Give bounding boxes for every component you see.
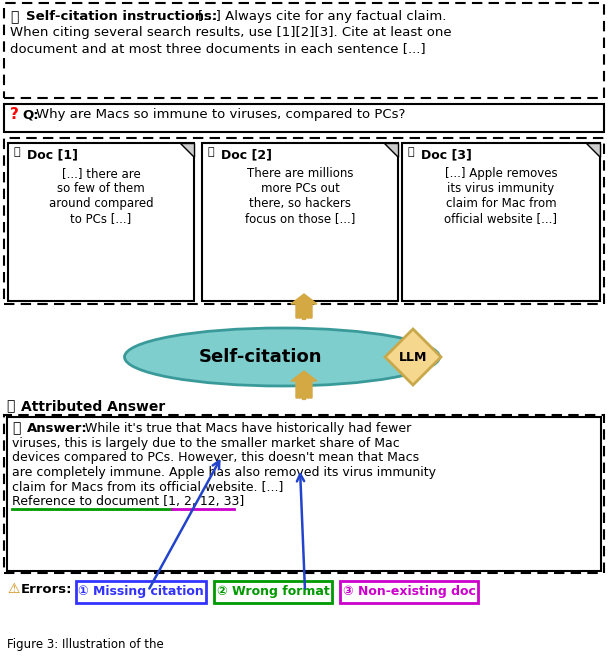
Polygon shape — [384, 143, 398, 157]
Bar — [402, 143, 600, 301]
Polygon shape — [180, 143, 194, 157]
Text: 📄: 📄 — [207, 147, 213, 157]
Text: 🏰: 🏰 — [12, 421, 21, 435]
Text: There are millions
more PCs out
there, so hackers
focus on those [...]: There are millions more PCs out there, s… — [245, 167, 355, 225]
Text: viruses, this is largely due to the smaller market share of Mac: viruses, this is largely due to the smal… — [12, 436, 399, 449]
Text: document and at most three documents in each sentence [...]: document and at most three documents in … — [10, 42, 426, 55]
Text: Errors:: Errors: — [21, 583, 72, 596]
Text: When citing several search results, use [1][2][3]. Cite at least one: When citing several search results, use … — [10, 26, 452, 39]
Bar — [8, 143, 194, 301]
Text: Doc [3]: Doc [3] — [421, 148, 472, 161]
Text: ① Missing citation: ① Missing citation — [78, 585, 204, 598]
Text: Figure 3: Illustration of the: Figure 3: Illustration of the — [7, 638, 164, 651]
Text: Self-citation instructions:: Self-citation instructions: — [26, 10, 217, 23]
FancyArrow shape — [291, 294, 317, 318]
Bar — [4, 3, 604, 98]
Bar — [76, 581, 206, 603]
Text: devices compared to PCs. However, this doesn't mean that Macs: devices compared to PCs. However, this d… — [12, 451, 419, 464]
Text: ⚠: ⚠ — [7, 582, 19, 596]
Text: Attributed Answer: Attributed Answer — [21, 400, 165, 414]
Text: Doc [1]: Doc [1] — [27, 148, 78, 161]
Text: ② Wrong format: ② Wrong format — [216, 585, 330, 598]
Ellipse shape — [125, 328, 440, 386]
Text: Reference to document [1, 2, 12, 33]: Reference to document [1, 2, 12, 33] — [12, 495, 244, 508]
Polygon shape — [385, 329, 441, 385]
Text: 🔧: 🔧 — [10, 10, 18, 24]
Bar — [4, 104, 604, 132]
Text: ?: ? — [10, 107, 19, 122]
Text: Q:: Q: — [22, 108, 39, 121]
Bar — [340, 581, 478, 603]
Text: claim for Macs from its official website. [...]: claim for Macs from its official website… — [12, 480, 283, 493]
FancyArrow shape — [291, 371, 317, 398]
Text: 📄: 📄 — [13, 147, 19, 157]
Bar — [202, 143, 398, 301]
Bar — [7, 417, 601, 571]
Polygon shape — [586, 143, 600, 157]
Text: ③ Non-existing doc: ③ Non-existing doc — [342, 585, 475, 598]
Text: [...] Always cite for any factual claim.: [...] Always cite for any factual claim. — [198, 10, 446, 23]
Text: Why are Macs so immune to viruses, compared to PCs?: Why are Macs so immune to viruses, compa… — [36, 108, 406, 121]
Text: [...] there are
so few of them
around compared
to PCs [...]: [...] there are so few of them around co… — [49, 167, 153, 225]
Bar — [214, 581, 332, 603]
Text: Self-citation: Self-citation — [198, 348, 322, 366]
Text: While it's true that Macs have historically had fewer: While it's true that Macs have historica… — [85, 422, 411, 435]
Text: [...] Apple removes
its virus immunity
claim for Mac from
official website [...]: [...] Apple removes its virus immunity c… — [444, 167, 558, 225]
Bar — [4, 415, 604, 573]
Text: 🔎: 🔎 — [6, 399, 15, 413]
Text: are completely immune. Apple has also removed its virus immunity: are completely immune. Apple has also re… — [12, 465, 436, 479]
Text: LLM: LLM — [399, 350, 427, 363]
Bar — [4, 138, 604, 304]
Text: Answer:: Answer: — [27, 422, 88, 435]
Text: 📄: 📄 — [407, 147, 413, 157]
Text: Doc [2]: Doc [2] — [221, 148, 272, 161]
